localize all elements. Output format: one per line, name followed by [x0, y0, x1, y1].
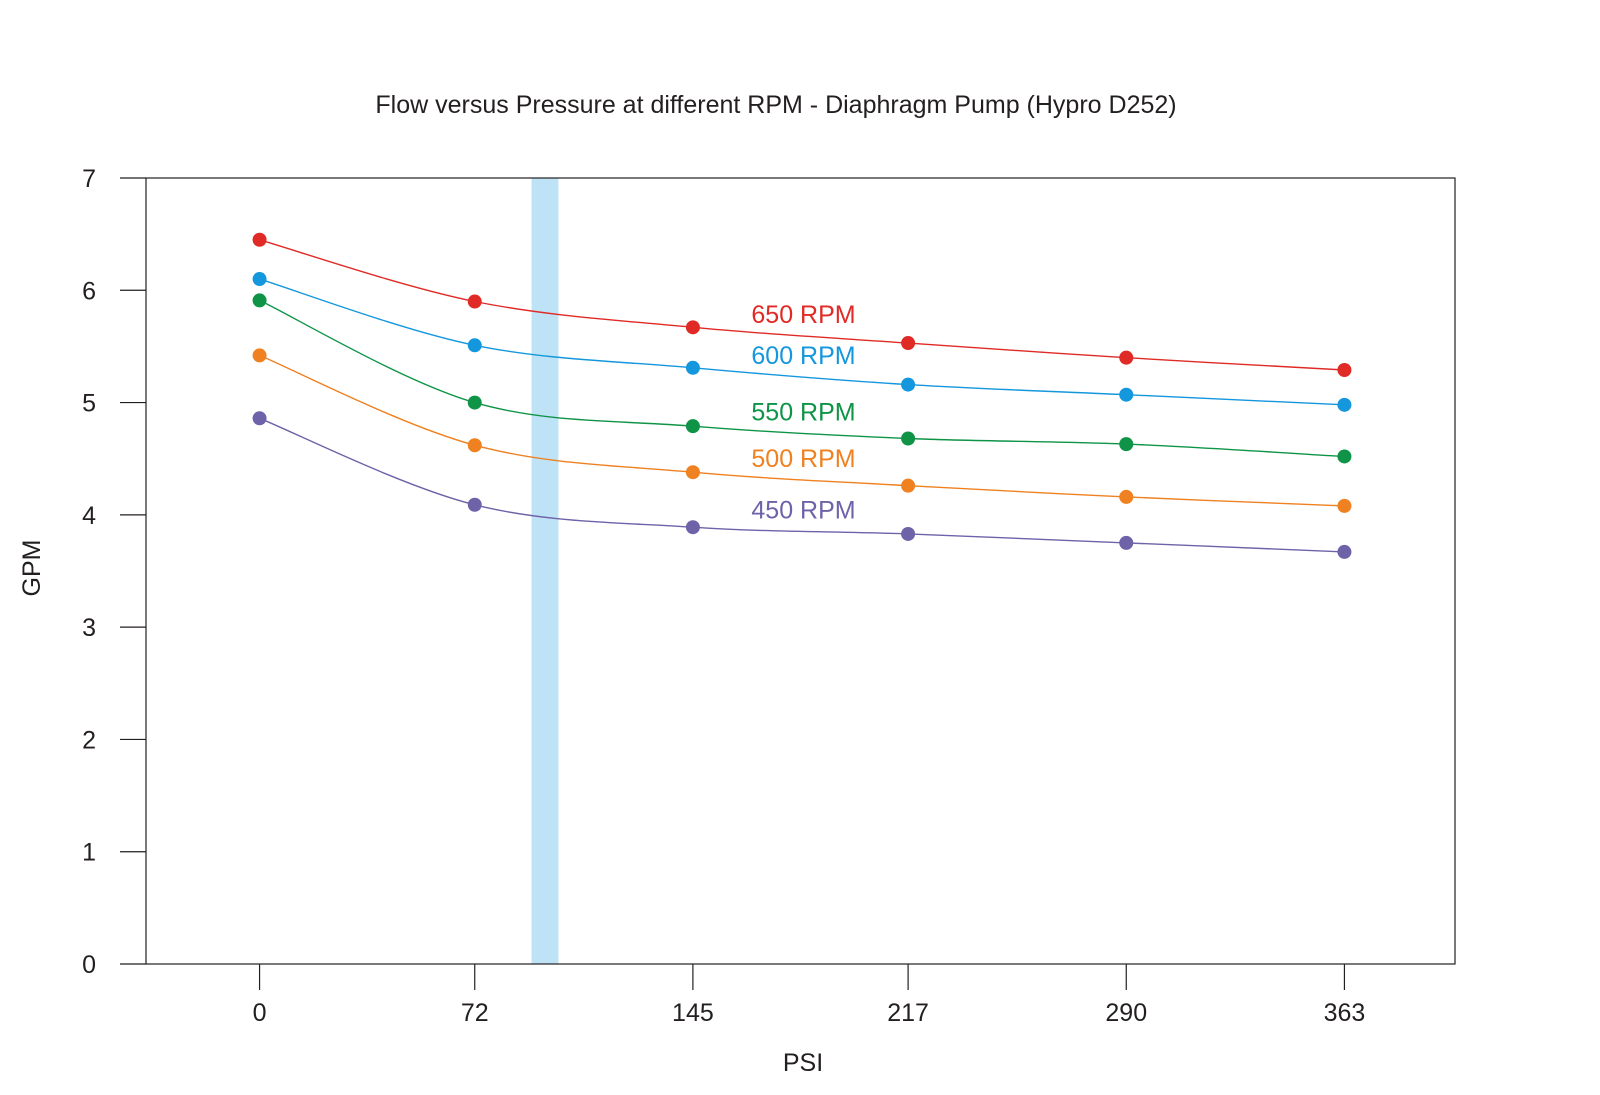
highlight-band — [531, 178, 559, 964]
point-550-rpm-217 — [901, 431, 916, 446]
series-line-600-rpm — [259, 278, 1345, 406]
point-450-rpm-290 — [1119, 535, 1134, 550]
series-label-450-rpm: 450 RPM — [751, 497, 855, 525]
point-650-rpm-0 — [252, 232, 267, 247]
y-tick-label-6: 6 — [82, 277, 96, 305]
plot-frame — [145, 177, 1456, 965]
point-600-rpm-0 — [252, 272, 267, 287]
chart-title: Flow versus Pressure at different RPM - … — [375, 91, 1176, 119]
y-tick-label-4: 4 — [82, 502, 96, 530]
x-tick-label-290: 290 — [1105, 999, 1147, 1027]
point-600-rpm-290 — [1119, 387, 1134, 402]
point-500-rpm-72 — [467, 438, 482, 453]
point-600-rpm-363 — [1337, 397, 1352, 412]
series-line-450-rpm — [259, 417, 1345, 553]
point-450-rpm-145 — [685, 520, 700, 535]
point-450-rpm-217 — [901, 526, 916, 541]
y-tick-label-5: 5 — [82, 390, 96, 418]
point-500-rpm-217 — [901, 478, 916, 493]
x-tick-label-0: 0 — [253, 999, 267, 1027]
y-tick-label-0: 0 — [82, 951, 96, 979]
point-450-rpm-0 — [252, 411, 267, 426]
point-450-rpm-363 — [1337, 544, 1352, 559]
series-line-500-rpm — [259, 354, 1345, 507]
series-line-550-rpm — [259, 299, 1345, 458]
point-550-rpm-363 — [1337, 449, 1352, 464]
series-label-500-rpm: 500 RPM — [751, 445, 855, 473]
x-axis-label: PSI — [783, 1049, 823, 1077]
y-tick-label-1: 1 — [82, 839, 96, 867]
point-550-rpm-72 — [467, 395, 482, 410]
series-label-600-rpm: 600 RPM — [751, 342, 855, 370]
x-tick-label-217: 217 — [887, 999, 929, 1027]
series-label-650-rpm: 650 RPM — [751, 301, 855, 329]
point-650-rpm-145 — [685, 320, 700, 335]
point-500-rpm-363 — [1337, 498, 1352, 513]
point-550-rpm-0 — [252, 293, 267, 308]
point-600-rpm-72 — [467, 338, 482, 353]
point-500-rpm-290 — [1119, 489, 1134, 504]
point-650-rpm-290 — [1119, 350, 1134, 365]
series-line-650-rpm — [259, 239, 1345, 371]
point-550-rpm-290 — [1119, 437, 1134, 452]
point-600-rpm-145 — [685, 360, 700, 375]
y-axis-label: GPM — [18, 540, 46, 597]
y-tick-label-2: 2 — [82, 726, 96, 754]
point-500-rpm-145 — [685, 465, 700, 480]
x-tick-label-145: 145 — [672, 999, 714, 1027]
y-tick-label-3: 3 — [82, 614, 96, 642]
series-label-550-rpm: 550 RPM — [751, 398, 855, 426]
x-tick-label-72: 72 — [461, 999, 489, 1027]
point-500-rpm-0 — [252, 348, 267, 363]
point-550-rpm-145 — [685, 419, 700, 434]
x-tick-label-363: 363 — [1324, 999, 1366, 1027]
point-650-rpm-363 — [1337, 363, 1352, 378]
point-600-rpm-217 — [901, 377, 916, 392]
point-650-rpm-217 — [901, 336, 916, 351]
y-tick-label-7: 7 — [82, 165, 96, 193]
point-450-rpm-72 — [467, 497, 482, 512]
point-650-rpm-72 — [467, 294, 482, 309]
